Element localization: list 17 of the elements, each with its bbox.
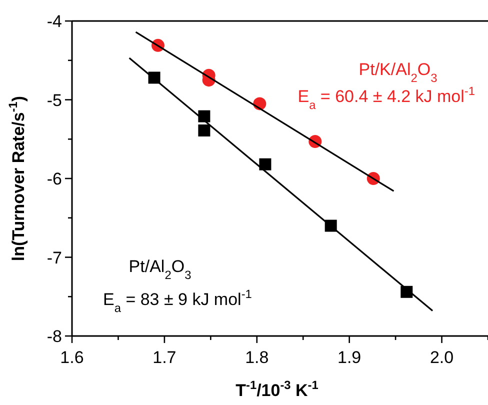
x-tick-label: 2.0 — [430, 348, 454, 367]
point — [198, 124, 210, 136]
text: Pt/K/Al$_{2}$O$_{3}$ — [358, 60, 438, 85]
y-tick-label: -8 — [46, 327, 62, 346]
annotation: E$_{a}$ = 60.4 ± 4.2 kJ mol$^{-1}$ — [298, 84, 476, 112]
annotation: E$_{a}$ = 83 ± 9 kJ mol$^{-1}$ — [103, 287, 252, 315]
x-tick-label: 1.9 — [338, 348, 362, 367]
x-tick-label: 1.8 — [245, 348, 269, 367]
y-tick-label: -4 — [46, 12, 62, 31]
text: Pt/Al$_{2}$O$_{3}$ — [128, 257, 192, 282]
x-tick-label: 1.6 — [60, 348, 84, 367]
x-tick-label: 1.7 — [152, 348, 176, 367]
point — [259, 158, 272, 170]
y-tick-label: -6 — [46, 170, 62, 188]
y-tick-label: -5 — [46, 90, 62, 110]
y-tick-label: -7 — [46, 248, 62, 268]
x-axis-title: T$^{-1}$/10$^{-3}$ K$^{-1}$ — [236, 378, 319, 400]
